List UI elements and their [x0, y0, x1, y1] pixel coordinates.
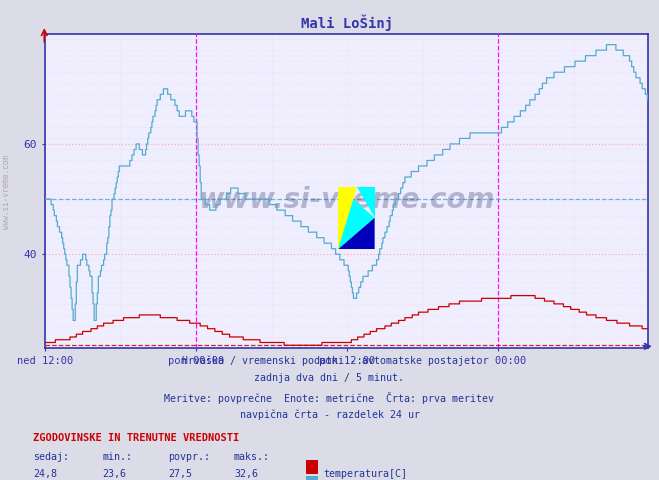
Text: ZGODOVINSKE IN TRENUTNE VREDNOSTI: ZGODOVINSKE IN TRENUTNE VREDNOSTI	[33, 433, 239, 443]
Text: www.si-vreme.com: www.si-vreme.com	[2, 155, 11, 229]
Text: Hrvaška / vremenski podatki - avtomatske postaje.: Hrvaška / vremenski podatki - avtomatske…	[183, 355, 476, 366]
Polygon shape	[338, 218, 374, 249]
Polygon shape	[338, 187, 357, 249]
Text: 32,6: 32,6	[234, 469, 258, 479]
Text: min.:: min.:	[102, 452, 132, 462]
Text: povpr.:: povpr.:	[168, 452, 210, 462]
Text: zadnja dva dni / 5 minut.: zadnja dva dni / 5 minut.	[254, 373, 405, 384]
Text: 27,5: 27,5	[168, 469, 192, 479]
Text: 24,8: 24,8	[33, 469, 57, 479]
Polygon shape	[338, 187, 374, 249]
Text: sedaj:: sedaj:	[33, 452, 69, 462]
Text: navpična črta - razdelek 24 ur: navpična črta - razdelek 24 ur	[239, 410, 420, 420]
Polygon shape	[357, 187, 374, 218]
Text: www.si-vreme.com: www.si-vreme.com	[198, 186, 495, 214]
Title: Mali LoŠinj: Mali LoŠinj	[301, 14, 393, 31]
Text: temperatura[C]: temperatura[C]	[323, 469, 407, 479]
Text: Meritve: povprečne  Enote: metrične  Črta: prva meritev: Meritve: povprečne Enote: metrične Črta:…	[165, 392, 494, 404]
Text: maks.:: maks.:	[234, 452, 270, 462]
Text: 23,6: 23,6	[102, 469, 126, 479]
